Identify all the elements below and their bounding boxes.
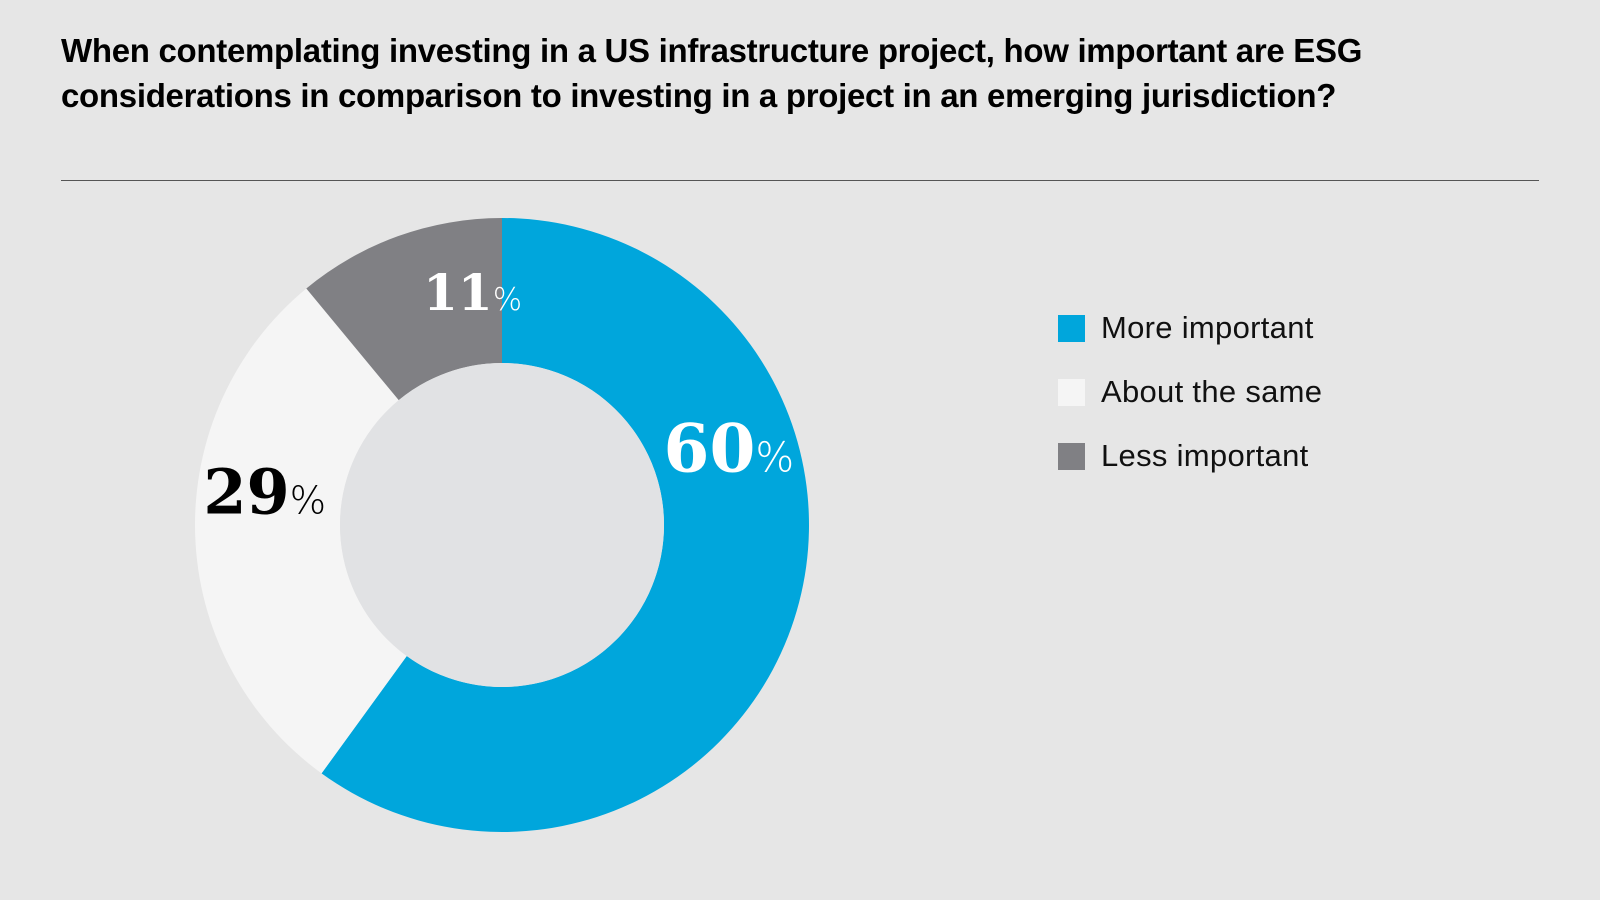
legend-item-less-important: Less important	[1058, 424, 1322, 488]
donut-slice-less-important	[306, 218, 502, 401]
legend-swatch	[1058, 314, 1085, 342]
data-label-more-important: 60%	[664, 409, 795, 487]
legend-item-about-the-same: About the same	[1058, 360, 1322, 424]
chart-title: When contemplating investing in a US inf…	[61, 32, 1363, 114]
legend-item-more-important: More important	[1058, 296, 1322, 360]
title-divider	[61, 180, 1539, 181]
legend-swatch	[1058, 378, 1085, 406]
legend-swatch	[1058, 442, 1085, 470]
donut-slice-more-important	[321, 218, 809, 832]
legend-label: Less important	[1101, 438, 1309, 473]
donut-slice-about-the-same	[194, 288, 407, 774]
legend-label: More important	[1101, 310, 1314, 345]
data-label-about-the-same: 29%	[203, 456, 326, 529]
legend: More important About the same Less importa…	[1058, 296, 1322, 488]
donut-hole	[340, 363, 664, 687]
legend-label: About the same	[1101, 374, 1323, 409]
data-label-less-important: 11%	[423, 263, 522, 322]
